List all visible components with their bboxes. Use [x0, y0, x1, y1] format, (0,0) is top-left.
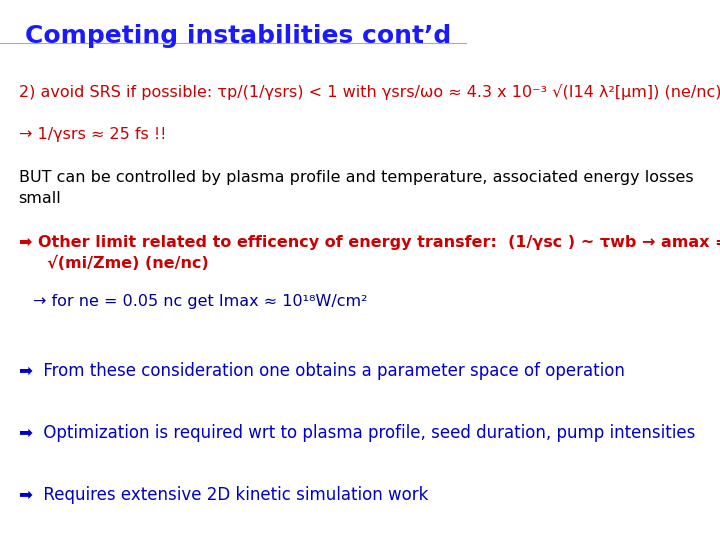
- Text: ➡ Other limit related to efficency of energy transfer:  (1/γsc ) ~ τwb → amax = : ➡ Other limit related to efficency of en…: [19, 235, 720, 271]
- Text: 2) avoid SRS if possible: τp/(1/γsrs) < 1 with γsrs/ωo ≈ 4.3 x 10⁻³ √(I14 λ²[μm]: 2) avoid SRS if possible: τp/(1/γsrs) < …: [19, 84, 720, 100]
- Text: → for ne = 0.05 nc get Imax ≈ 10¹⁸W/cm²: → for ne = 0.05 nc get Imax ≈ 10¹⁸W/cm²: [32, 294, 367, 309]
- Text: ➡  Optimization is required wrt to plasma profile, seed duration, pump intensiti: ➡ Optimization is required wrt to plasma…: [19, 424, 695, 442]
- Text: Competing instabilities cont’d: Competing instabilities cont’d: [25, 24, 451, 48]
- Text: → 1/γsrs ≈ 25 fs !!: → 1/γsrs ≈ 25 fs !!: [19, 127, 166, 142]
- Text: BUT can be controlled by plasma profile and temperature, associated energy losse: BUT can be controlled by plasma profile …: [19, 170, 693, 206]
- Text: ➡  From these consideration one obtains a parameter space of operation: ➡ From these consideration one obtains a…: [19, 362, 624, 380]
- Text: ➡  Requires extensive 2D kinetic simulation work: ➡ Requires extensive 2D kinetic simulati…: [19, 486, 428, 504]
